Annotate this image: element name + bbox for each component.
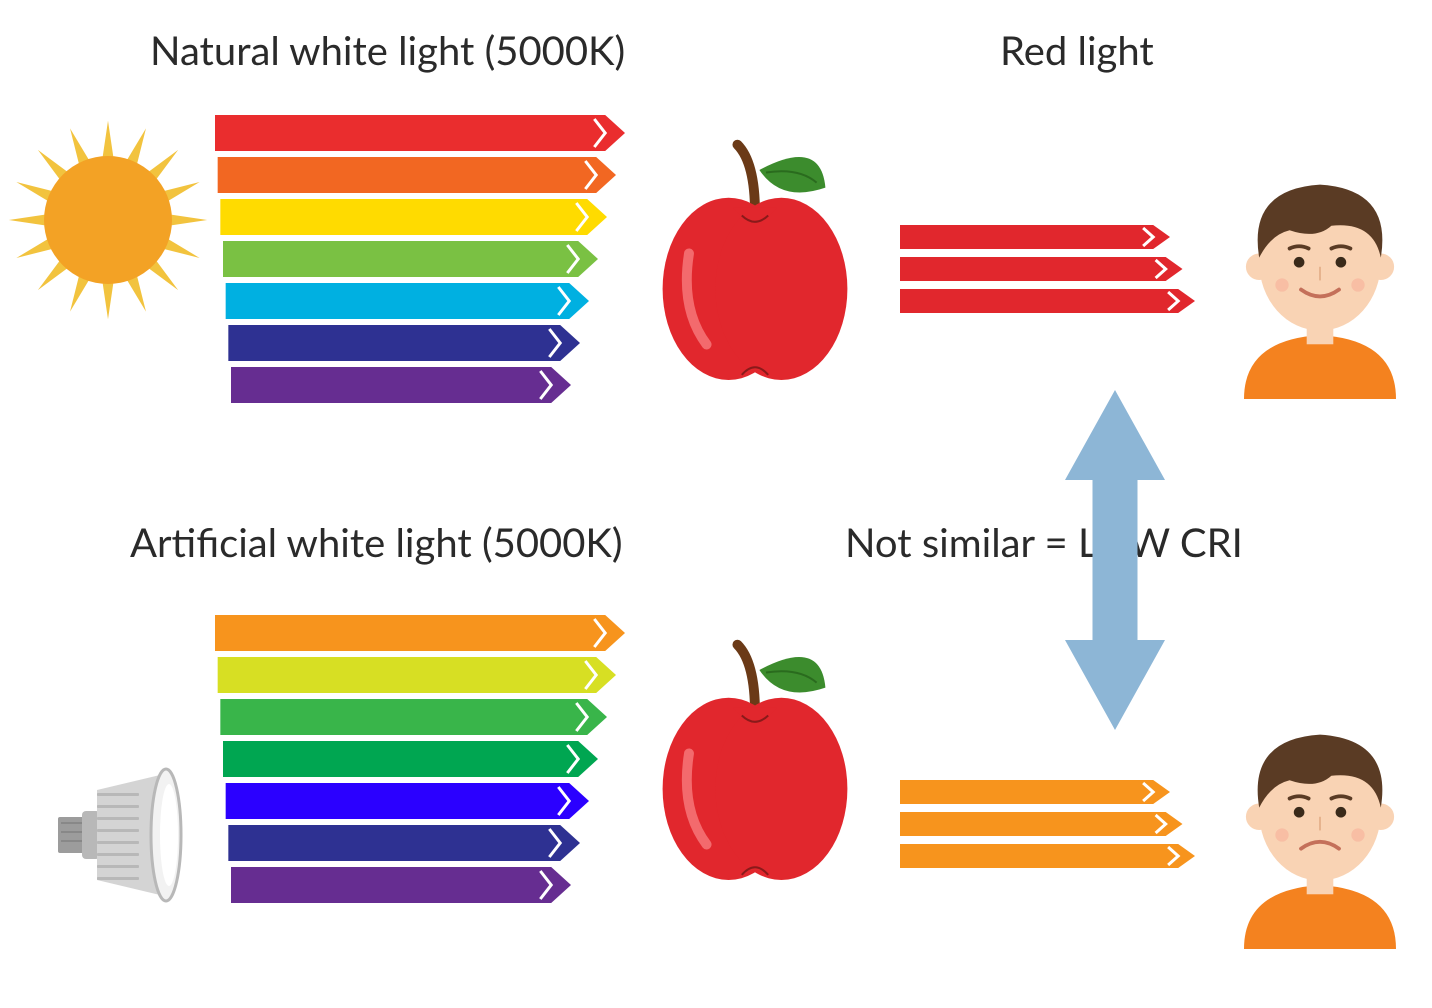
spectrum-natural xyxy=(215,110,655,418)
apple-icon-top xyxy=(645,132,865,385)
label-natural: Natural white light (5000K) xyxy=(150,26,625,74)
label-red: Red light xyxy=(1000,26,1154,74)
reflected-light-red xyxy=(900,220,1235,318)
label-notsimilar: Not similar = LOW CRI xyxy=(845,518,1243,566)
person-sad-icon xyxy=(1225,721,1415,949)
double-arrow-icon xyxy=(1055,380,1175,740)
spectrum-artificial xyxy=(215,610,655,918)
apple-icon-bottom xyxy=(645,632,865,885)
person-happy-icon xyxy=(1225,171,1415,399)
reflected-light-orange xyxy=(900,775,1235,873)
led-bulb-icon xyxy=(55,760,205,910)
label-artificial: Artificial white light (5000K) xyxy=(130,518,623,566)
sun-icon xyxy=(4,116,212,324)
